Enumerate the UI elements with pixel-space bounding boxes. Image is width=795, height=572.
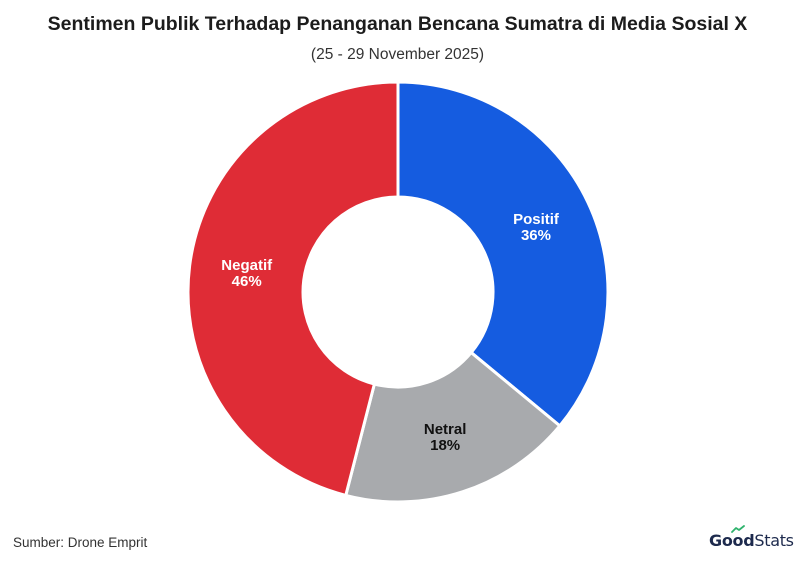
logo-stats-text: Stats [754,531,794,550]
donut-slices [186,80,610,504]
slice-negatif [186,80,400,497]
slice-positif [396,80,610,428]
slice-label-netral: Netral [424,421,467,438]
source-note: Sumber: Drone Emprit [13,535,148,550]
slice-value-positif: 36% [521,227,551,244]
slice-label-positif: Positif [513,211,560,228]
logo-spark-icon [731,525,745,533]
logo-good-text: Good [709,531,755,550]
chart-subtitle: (25 - 29 November 2025) [310,46,485,63]
slice-value-negatif: 46% [232,273,262,290]
chart-title: Sentimen Publik Terhadap Penanganan Benc… [47,13,748,35]
slice-netral [344,351,562,504]
goodstats-logo: GoodStats [709,525,794,550]
slice-value-netral: 18% [430,437,460,454]
slice-label-negatif: Negatif [221,257,273,274]
